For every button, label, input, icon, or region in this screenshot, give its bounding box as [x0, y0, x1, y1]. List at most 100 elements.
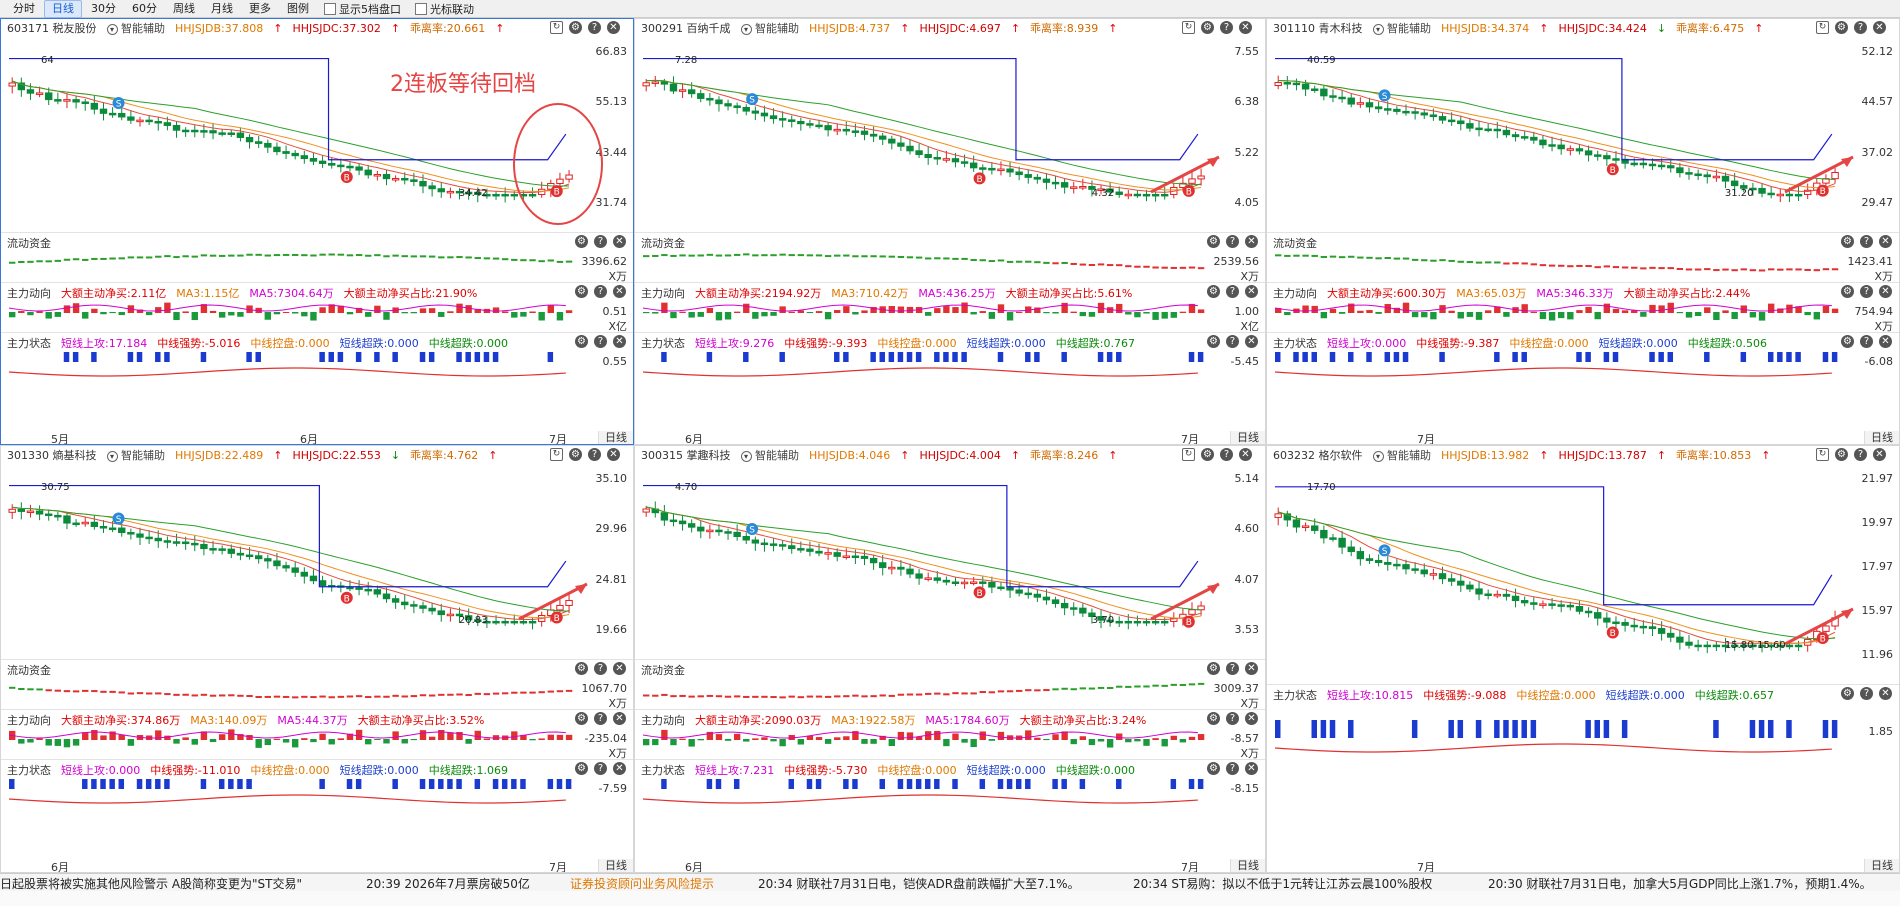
gear-icon[interactable]: ⚙	[1841, 687, 1854, 700]
gear-icon[interactable]: ⚙	[1207, 235, 1220, 248]
refresh-icon[interactable]: ↻	[1816, 21, 1829, 34]
ticker-item[interactable]: 日起股票将被实施其他风险警示 A股简称变更为"ST交易"	[0, 877, 303, 891]
help-icon[interactable]: ?	[1226, 662, 1239, 675]
gear-icon[interactable]: ⚙	[575, 712, 588, 725]
period-tag[interactable]: 日线	[1230, 859, 1265, 872]
close-icon[interactable]: ✕	[1245, 235, 1258, 248]
smart-assist[interactable]: ▾ 智能辅助	[1372, 20, 1431, 36]
smart-assist[interactable]: ▾ 智能辅助	[106, 447, 165, 463]
close-icon[interactable]: ✕	[1879, 335, 1892, 348]
help-icon[interactable]: ?	[1226, 235, 1239, 248]
refresh-icon[interactable]: ↻	[550, 21, 563, 34]
stock-name[interactable]: 301110 青木科技	[1273, 22, 1363, 35]
help-icon[interactable]: ?	[1226, 762, 1239, 775]
stock-name[interactable]: 300291 百纳千成	[641, 22, 731, 35]
tab-daily[interactable]: 日线	[44, 0, 82, 18]
help-icon[interactable]: ?	[594, 762, 607, 775]
period-tag[interactable]: 日线	[598, 431, 633, 444]
ticker-item[interactable]: 20:39 2026年7月票房破50亿	[366, 877, 530, 891]
gear-icon[interactable]: ⚙	[1207, 712, 1220, 725]
stock-name[interactable]: 300315 掌趣科技	[641, 449, 731, 462]
close-icon[interactable]: ✕	[1245, 712, 1258, 725]
tab-fenshi[interactable]: 分时	[13, 1, 35, 15]
tab-weekly[interactable]: 周线	[173, 1, 195, 15]
help-icon[interactable]: ?	[1860, 335, 1873, 348]
help-icon[interactable]: ?	[1226, 335, 1239, 348]
gear-icon[interactable]: ⚙	[575, 662, 588, 675]
period-tag[interactable]: 日线	[1864, 859, 1899, 872]
tab-60min[interactable]: 60分	[132, 1, 157, 15]
period-tag[interactable]: 日线	[1230, 431, 1265, 444]
close-icon[interactable]: ✕	[1245, 762, 1258, 775]
close-icon[interactable]: ✕	[1873, 448, 1886, 461]
close-icon[interactable]: ✕	[1879, 687, 1892, 700]
smart-assist[interactable]: ▾ 智能辅助	[1372, 447, 1431, 463]
gear-icon[interactable]: ⚙	[575, 235, 588, 248]
close-icon[interactable]: ✕	[613, 235, 626, 248]
stock-panel[interactable]: 301110 青木科技 ▾ 智能辅助 HHJSJDB:34.374 ↑ HHJSJ…	[1266, 18, 1900, 445]
close-icon[interactable]: ✕	[1873, 21, 1886, 34]
gear-icon[interactable]: ⚙	[1207, 762, 1220, 775]
help-icon[interactable]: ?	[1854, 448, 1867, 461]
stock-name[interactable]: 603171 税友股份	[7, 22, 97, 35]
help-icon[interactable]: ?	[1220, 448, 1233, 461]
help-icon[interactable]: ?	[1854, 21, 1867, 34]
gear-icon[interactable]: ⚙	[1841, 335, 1854, 348]
stock-panel[interactable]: 301330 熵基科技 ▾ 智能辅助 HHJSJDB:22.489 ↑ HHJSJ…	[0, 445, 634, 873]
help-icon[interactable]: ?	[594, 235, 607, 248]
more-dropdown[interactable]: 更多	[249, 1, 271, 15]
refresh-icon[interactable]: ↻	[1182, 21, 1195, 34]
refresh-icon[interactable]: ↻	[1816, 448, 1829, 461]
close-icon[interactable]: ✕	[613, 335, 626, 348]
help-icon[interactable]: ?	[1860, 687, 1873, 700]
gear-icon[interactable]: ⚙	[1835, 448, 1848, 461]
close-icon[interactable]: ✕	[607, 448, 620, 461]
stock-panel[interactable]: 603171 税友股份 ▾ 智能辅助 HHJSJDB:37.808 ↑ HHJSJ…	[0, 18, 634, 445]
close-icon[interactable]: ✕	[1245, 285, 1258, 298]
gear-icon[interactable]: ⚙	[1201, 448, 1214, 461]
gear-icon[interactable]: ⚙	[575, 285, 588, 298]
ticker-item[interactable]: 20:34 财联社7月31日电，铠侠ADR盘前跌幅扩大至7.1%。	[758, 877, 1080, 891]
cursor-link-checkbox[interactable]: 光标联动	[409, 1, 480, 17]
help-icon[interactable]: ?	[594, 712, 607, 725]
period-tag[interactable]: 日线	[598, 859, 633, 872]
help-icon[interactable]: ?	[588, 21, 601, 34]
gear-icon[interactable]: ⚙	[1207, 335, 1220, 348]
period-tag[interactable]: 日线	[1864, 431, 1899, 444]
smart-assist[interactable]: ▾ 智能辅助	[106, 20, 165, 36]
gear-icon[interactable]: ⚙	[1201, 21, 1214, 34]
help-icon[interactable]: ?	[1226, 285, 1239, 298]
gear-icon[interactable]: ⚙	[575, 762, 588, 775]
close-icon[interactable]: ✕	[1245, 662, 1258, 675]
close-icon[interactable]: ✕	[613, 762, 626, 775]
refresh-icon[interactable]: ↻	[550, 448, 563, 461]
gear-icon[interactable]: ⚙	[1207, 285, 1220, 298]
stock-name[interactable]: 301330 熵基科技	[7, 449, 97, 462]
tab-30min[interactable]: 30分	[91, 1, 116, 15]
gear-icon[interactable]: ⚙	[1841, 235, 1854, 248]
gear-icon[interactable]: ⚙	[1841, 285, 1854, 298]
stock-panel[interactable]: 603232 格尔软件 ▾ 智能辅助 HHJSJDB:13.982 ↑ HHJSJ…	[1266, 445, 1900, 873]
ticker-item-risk[interactable]: 证券投资顾问业务风险提示	[570, 877, 715, 891]
stock-name[interactable]: 603232 格尔软件	[1273, 449, 1363, 462]
gear-icon[interactable]: ⚙	[575, 335, 588, 348]
smart-assist[interactable]: ▾ 智能辅助	[740, 20, 799, 36]
gear-icon[interactable]: ⚙	[1207, 662, 1220, 675]
help-icon[interactable]: ?	[1860, 235, 1873, 248]
stock-panel[interactable]: 300291 百纳千成 ▾ 智能辅助 HHJSJDB:4.737 ↑ HHJSJD…	[634, 18, 1266, 445]
tab-monthly[interactable]: 月线	[211, 1, 233, 15]
close-icon[interactable]: ✕	[1239, 21, 1252, 34]
close-icon[interactable]: ✕	[607, 21, 620, 34]
help-icon[interactable]: ?	[588, 448, 601, 461]
help-icon[interactable]: ?	[594, 662, 607, 675]
gear-icon[interactable]: ⚙	[1835, 21, 1848, 34]
close-icon[interactable]: ✕	[1245, 335, 1258, 348]
show-5level-checkbox[interactable]: 显示5档盘口	[318, 1, 407, 17]
close-icon[interactable]: ✕	[1879, 285, 1892, 298]
legend-dropdown[interactable]: 图例	[287, 1, 309, 15]
ticker-item[interactable]: 20:34 ST易购：拟以不低于1元转让江苏云晨100%股权	[1133, 877, 1433, 891]
